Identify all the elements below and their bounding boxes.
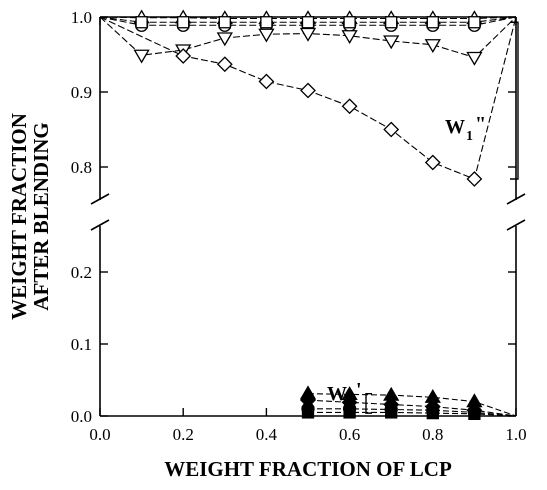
data-point [426, 406, 439, 420]
annotations: W 1"W 2' [327, 21, 519, 414]
series-diamond-open [99, 16, 517, 187]
data-point [301, 16, 315, 29]
axis-break-mark [90, 193, 110, 205]
y-tick-label: 1.0 [71, 8, 92, 27]
y-tick-label: 0.1 [71, 335, 92, 354]
axis-ticks: 0.0 0.2 0.4 0.6 0.8 1.0 0.0 0.1 0.2 0.8 0.9 1.0 [71, 8, 527, 444]
data-point [466, 51, 483, 66]
y-axis-title-line: WEIGHT FRACTION [7, 113, 31, 320]
x-tick-label: 0.8 [422, 425, 443, 444]
axis-labels: WEIGHT FRACTION OF LCP WEIGHT FRACTIONAFT… [7, 113, 452, 481]
data-point [426, 16, 439, 29]
series-line [308, 411, 517, 417]
series-line [308, 408, 517, 417]
y-tick-label: 0.2 [71, 263, 92, 282]
upper-group-mark: " [475, 113, 486, 135]
data-point [177, 16, 190, 29]
series-line [99, 16, 517, 23]
x-tick-label: 0.4 [256, 425, 278, 444]
data-point [175, 48, 192, 64]
data-point [383, 35, 400, 50]
x-tick-label: 0.6 [339, 425, 360, 444]
series-line [99, 16, 517, 26]
data-point [258, 28, 275, 43]
data-point [424, 154, 441, 171]
data-point [135, 16, 148, 29]
plot-frame [90, 16, 526, 417]
series-square-open [99, 16, 517, 29]
data-point [468, 16, 481, 29]
data-point [216, 32, 233, 47]
x-tick-label: 0.0 [89, 425, 110, 444]
series-line [99, 16, 517, 180]
series-line [99, 16, 517, 20]
lower-group-label: W [327, 383, 347, 405]
data-point [301, 406, 315, 419]
series-square-filled [301, 406, 517, 420]
lower-group-bracket [365, 392, 372, 414]
y-tick-label: 0.9 [71, 83, 92, 102]
upper-group-subscript: 1 [466, 129, 473, 144]
axis-break-mark [506, 219, 526, 231]
data-point [385, 406, 398, 419]
y-tick-label: 0.8 [71, 158, 92, 177]
lower-group-mark: ' [356, 379, 362, 401]
upper-group-label: W [445, 116, 465, 138]
data-point [300, 82, 316, 99]
x-tick-label: 1.0 [505, 425, 526, 444]
series-layer [99, 9, 517, 420]
data-point [260, 16, 273, 29]
data-point [299, 27, 317, 42]
data-point [424, 39, 441, 54]
series-line [307, 393, 517, 417]
data-point [133, 49, 150, 64]
upper-group-bracket [510, 21, 519, 180]
data-point [218, 16, 231, 29]
data-point [341, 30, 358, 45]
data-point [258, 73, 275, 90]
data-point [341, 98, 358, 115]
data-point [468, 407, 481, 420]
lower-group-subscript: 2 [348, 396, 355, 411]
x-axis-title: WEIGHT FRACTION OF LCP [164, 457, 452, 481]
data-point [385, 16, 398, 29]
data-point [343, 406, 356, 419]
data-point [216, 56, 233, 73]
data-point [383, 121, 400, 138]
y-tick-label: 0.0 [71, 407, 92, 426]
x-tick-label: 0.2 [173, 425, 194, 444]
data-point [343, 16, 356, 29]
axis-break-mark [506, 193, 526, 205]
data-point [466, 171, 483, 187]
axis-break-mark [90, 219, 110, 231]
y-axis-title-line: AFTER BLENDING [29, 122, 53, 310]
